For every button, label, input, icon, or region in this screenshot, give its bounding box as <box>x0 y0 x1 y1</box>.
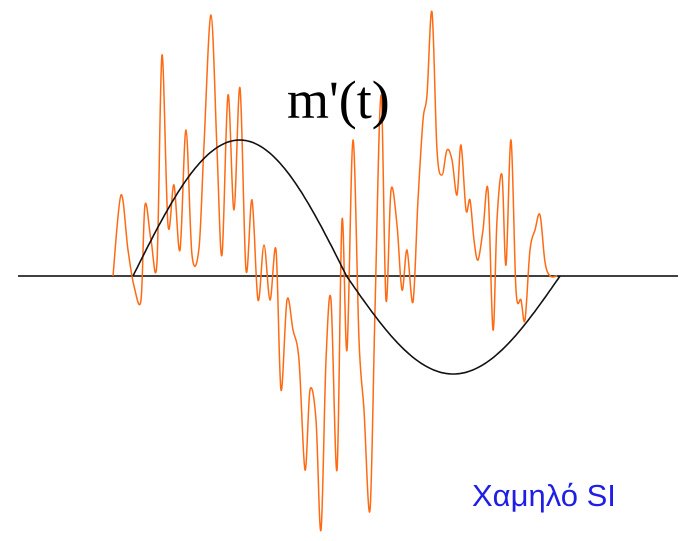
smooth-signal-curve <box>132 139 561 375</box>
caption-text: Χαμηλό SI <box>472 478 616 513</box>
noisy-signal-curve <box>112 10 558 532</box>
signal-label: m'(t) <box>287 70 390 130</box>
